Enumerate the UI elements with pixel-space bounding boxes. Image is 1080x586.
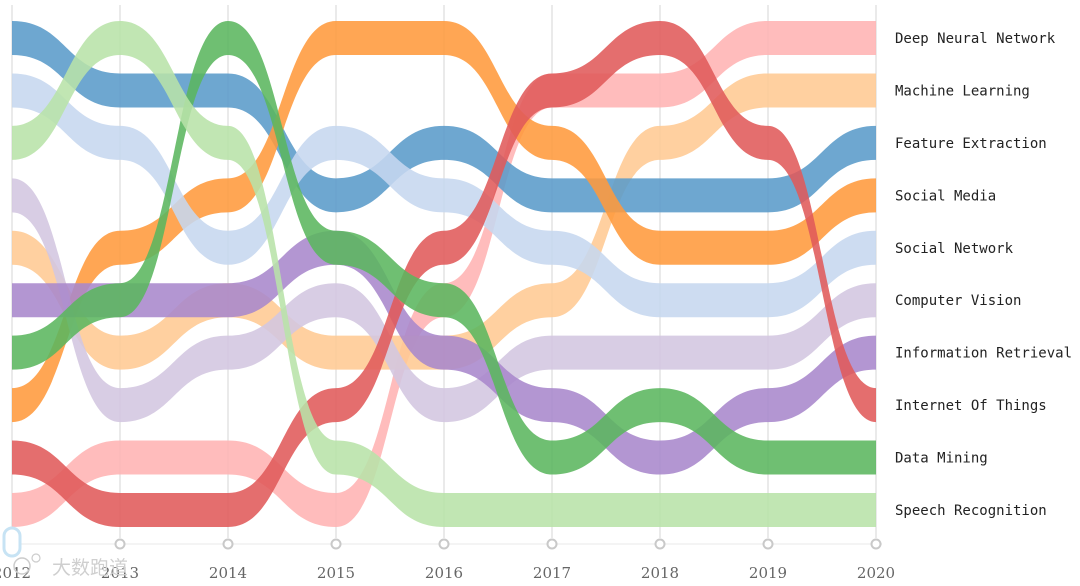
x-tick-label-2020: 2020 — [857, 564, 895, 582]
series-band-feature-extraction[interactable] — [12, 21, 876, 213]
series-band-computer-vision[interactable] — [12, 178, 876, 423]
timeline-handle-icon[interactable] — [2, 526, 22, 558]
timeline-point-2017[interactable] — [546, 538, 558, 550]
x-tick-label-2019: 2019 — [749, 564, 787, 582]
timeline-point-2018[interactable] — [654, 538, 666, 550]
series-band-social-network[interactable] — [12, 73, 876, 318]
timeline-point-2015[interactable] — [330, 538, 342, 550]
legend-item-speech-recognition: Speech Recognition — [895, 503, 1047, 519]
legend-item-social-media: Social Media — [895, 188, 996, 204]
watermark-text: 大数跑道 — [52, 557, 128, 579]
x-tick-label-2018: 2018 — [641, 564, 679, 582]
timeline-point-2014[interactable] — [222, 538, 234, 550]
series-band-deep-neural-network[interactable] — [12, 21, 876, 527]
x-tick-label-2016: 2016 — [425, 564, 463, 582]
legend-item-feature-extraction: Feature Extraction — [895, 136, 1047, 152]
timeline-point-2020[interactable] — [870, 538, 882, 550]
watermark-logo-icon-dot — [31, 553, 41, 563]
series-bands[interactable] — [12, 21, 876, 527]
timeline-point-2019[interactable] — [762, 538, 774, 550]
legend-item-machine-learning: Machine Learning — [895, 83, 1030, 99]
x-tick-label-2013: 2013 — [101, 564, 139, 582]
legend-item-information-retrieval: Information Retrieval — [895, 346, 1072, 362]
x-tick-label-2014: 2014 — [209, 564, 247, 582]
legend-item-social-network: Social Network — [895, 241, 1014, 257]
x-tick-label-2012: 2012 — [0, 564, 31, 582]
x-tick-label-2017: 2017 — [533, 564, 571, 582]
series-band-speech-recognition[interactable] — [12, 21, 876, 527]
legend: Deep Neural Network Machine Learning Featu… — [895, 31, 1072, 519]
legend-item-data-mining: Data Mining — [895, 451, 988, 467]
x-axis: 2012 2013 2014 2015 2016 2017 2018 2019 2020 — [0, 526, 895, 582]
legend-item-deep-neural-network: Deep Neural Network — [895, 31, 1056, 47]
x-tick-label-2015: 2015 — [317, 564, 355, 582]
watermark: 大数跑道 — [13, 553, 128, 579]
watermark-logo-icon — [13, 557, 31, 575]
legend-item-computer-vision: Computer Vision — [895, 293, 1021, 309]
series-band-information-retrieval[interactable] — [12, 230, 876, 475]
timeline-point-2013[interactable] — [114, 538, 126, 550]
legend-item-internet-of-things: Internet Of Things — [895, 398, 1047, 414]
timeline-point-2016[interactable] — [438, 538, 450, 550]
